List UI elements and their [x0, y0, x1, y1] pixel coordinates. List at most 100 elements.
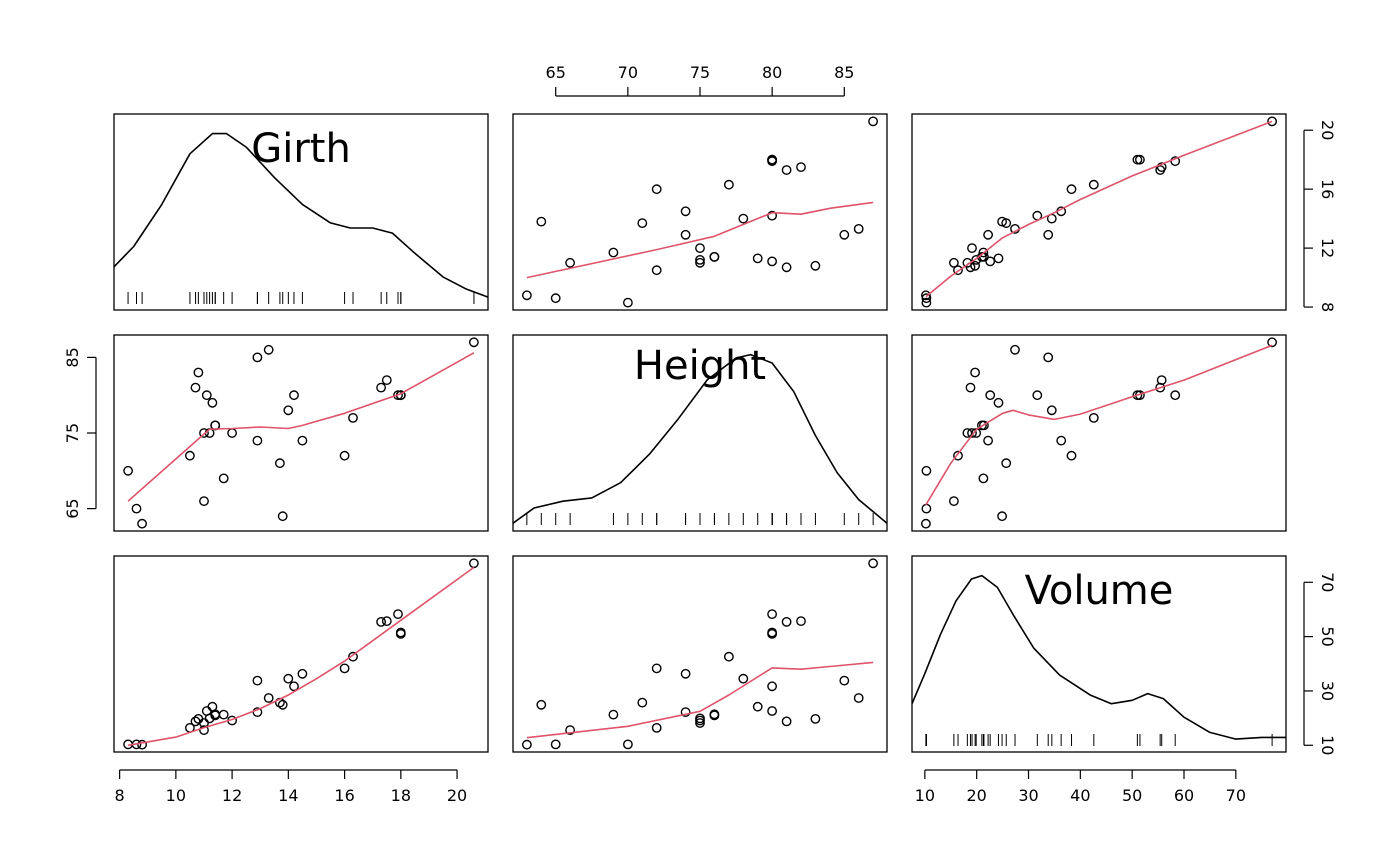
axis-top-height: 65 70 75 80 85 [546, 63, 854, 97]
data-point [752, 253, 763, 264]
data-point [381, 375, 392, 385]
data-point [289, 390, 299, 401]
tick-label: 16 [334, 786, 354, 805]
data-point [348, 651, 358, 662]
panel-2-2 [512, 334, 888, 532]
data-point [983, 435, 993, 446]
panel-2-1 [113, 334, 489, 532]
tick-label: 70 [618, 63, 638, 82]
data-point [184, 450, 195, 461]
data-point [274, 458, 285, 469]
tick-label: 20 [967, 786, 987, 805]
data-point [1001, 458, 1012, 469]
tick-label: 80 [762, 63, 782, 82]
panel-1-3-marks [921, 116, 1278, 308]
axis-right-girth: 8 12 16 20 [1303, 120, 1337, 312]
panel-3-3-marks [911, 574, 1286, 746]
data-point [536, 699, 547, 710]
data-point [695, 257, 705, 268]
data-point [123, 465, 134, 476]
data-point [207, 397, 218, 408]
panel-2-3 [911, 334, 1287, 532]
data-point [767, 629, 777, 639]
data-point [1032, 390, 1043, 401]
panel-2-1-marks [123, 337, 479, 529]
data-point [376, 382, 386, 393]
data-point [190, 382, 201, 393]
data-point [781, 165, 792, 175]
tick-label: 10 [915, 786, 935, 805]
density-curve-volume [911, 574, 1286, 740]
data-point [810, 260, 821, 271]
data-point [297, 668, 308, 679]
diag-label-volume: Volume [1025, 568, 1174, 614]
data-point [921, 290, 931, 301]
data-point [921, 503, 932, 514]
axis-left-height: 65 75 85 [63, 347, 97, 519]
data-point [381, 616, 392, 626]
data-point [651, 663, 662, 674]
data-point [137, 739, 148, 750]
smooth-line [127, 566, 475, 747]
data-point [218, 473, 229, 484]
smooth-line [526, 661, 874, 739]
data-point [1132, 154, 1143, 165]
data-point [1156, 375, 1167, 385]
smooth-line [127, 352, 475, 502]
data-point [997, 216, 1007, 227]
tick-label: 20 [447, 786, 467, 805]
panel-1-1 [113, 113, 489, 311]
data-point [953, 450, 963, 461]
tick-label: 30 [1318, 681, 1337, 701]
data-point [201, 390, 212, 401]
data-point [680, 229, 691, 240]
data-point [767, 210, 777, 221]
panel-3-2-marks [522, 558, 878, 750]
data-point [252, 352, 263, 363]
data-point [637, 697, 648, 708]
tick-label: 12 [1318, 238, 1337, 258]
data-point [1267, 116, 1278, 127]
panel-3-2 [512, 555, 888, 753]
data-point [781, 262, 792, 273]
panel-2-2-marks [512, 353, 888, 525]
data-point [565, 725, 575, 735]
data-point [252, 435, 263, 446]
data-point [985, 390, 996, 401]
data-point [965, 382, 976, 393]
data-point [550, 739, 561, 750]
tick-label: 50 [1318, 626, 1337, 646]
panel-frame [512, 555, 888, 753]
data-point [796, 616, 806, 626]
data-point [1088, 412, 1099, 423]
data-point [608, 709, 619, 720]
density-curve-height [512, 353, 888, 524]
data-point [468, 558, 479, 569]
data-point [709, 251, 720, 262]
data-point [252, 675, 263, 686]
data-point [967, 243, 977, 254]
data-point [868, 116, 878, 127]
data-point [970, 367, 980, 378]
data-point [724, 651, 734, 662]
data-point [680, 668, 691, 679]
data-point [218, 709, 229, 720]
data-point [738, 213, 749, 224]
data-point [1043, 352, 1054, 363]
data-point [227, 428, 238, 438]
data-point [949, 496, 959, 506]
data-point [695, 243, 705, 254]
data-point [709, 709, 720, 720]
data-point [767, 681, 777, 692]
data-point [623, 739, 633, 750]
data-point [1156, 162, 1167, 173]
data-point [839, 675, 850, 686]
data-point [853, 223, 864, 234]
data-point [263, 693, 274, 703]
axis-bottom-girth: 8 10 12 14 16 18 20 [115, 769, 467, 805]
data-point [651, 184, 662, 195]
data-point [997, 511, 1007, 522]
data-point [985, 256, 996, 267]
data-point [767, 706, 777, 716]
data-point [949, 257, 959, 268]
